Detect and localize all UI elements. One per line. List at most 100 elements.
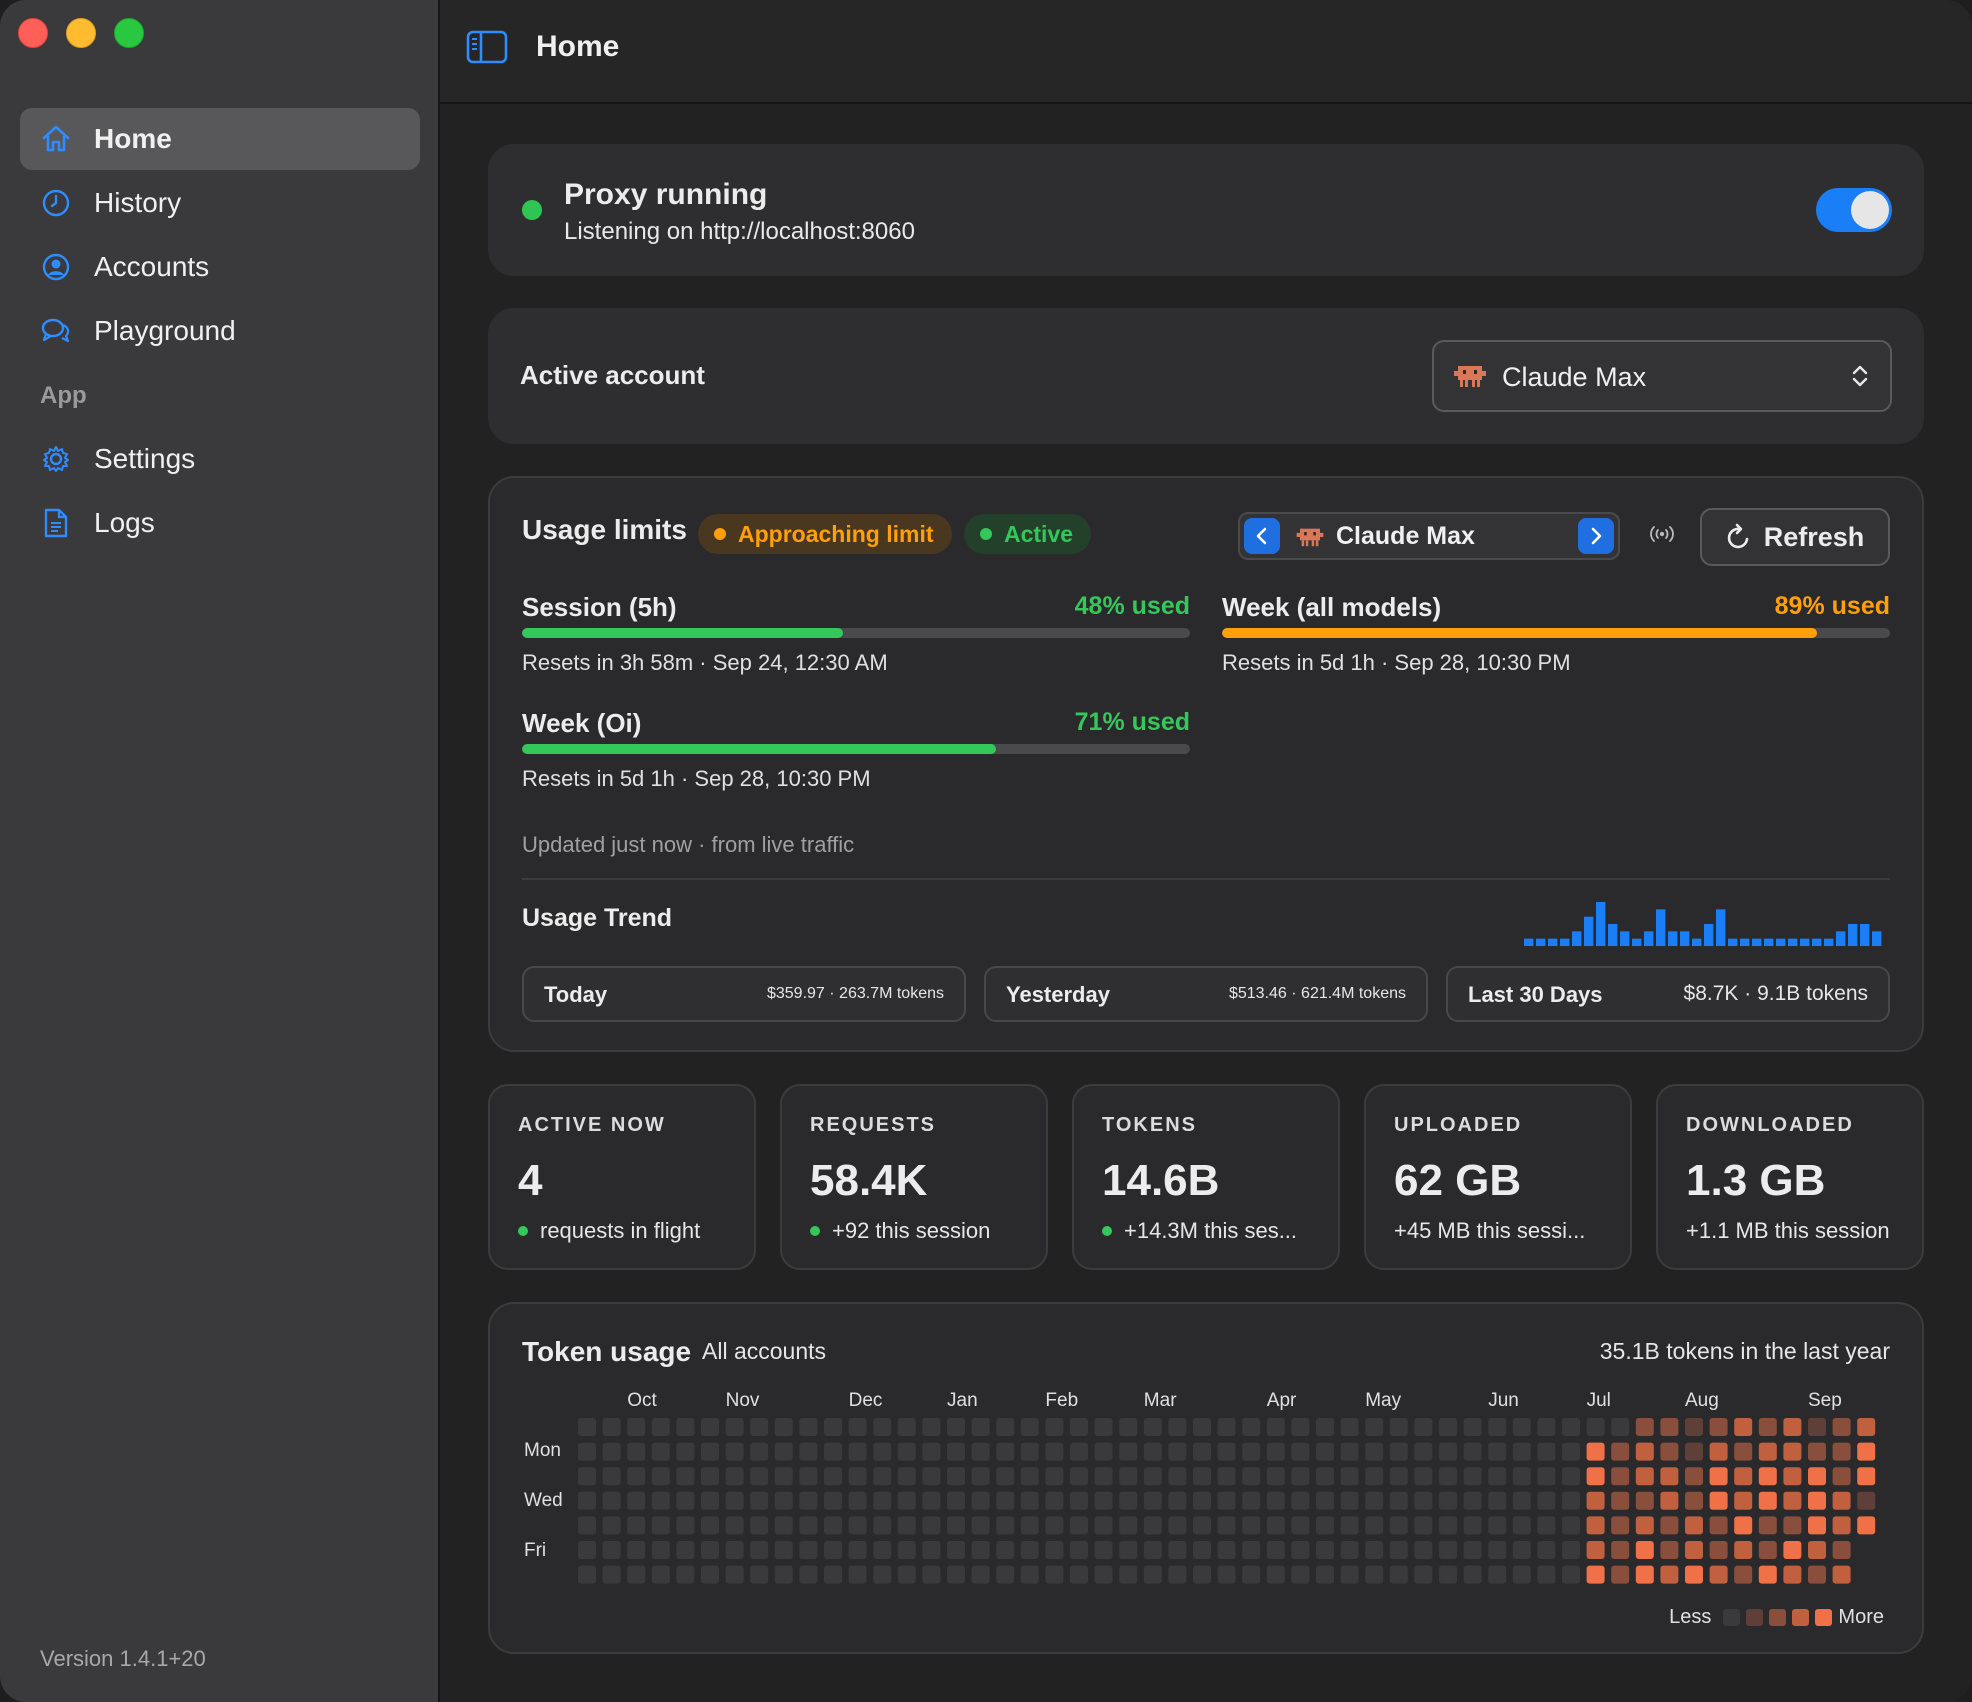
heatmap-cell: [1562, 1442, 1580, 1461]
trend-bar: [1752, 938, 1762, 946]
stat-value: 62 GB: [1394, 1156, 1522, 1205]
active-dot: [980, 528, 992, 540]
day-label-mon: Mon: [524, 1440, 561, 1461]
heatmap-cell: [1389, 1541, 1408, 1559]
month-label: Jul: [1586, 1390, 1611, 1411]
usage-trend-sparkline: [1524, 902, 1882, 946]
trend-bar: [1728, 938, 1738, 946]
heatmap-cell: [1857, 1442, 1876, 1461]
heatmap-cell: [676, 1516, 695, 1535]
month-label: Feb: [1045, 1390, 1079, 1411]
heatmap-cell: [578, 1467, 596, 1486]
heatmap-cell: [774, 1541, 793, 1559]
heatmap-cell: [1340, 1418, 1359, 1436]
trend-bar: [1668, 931, 1678, 946]
heatmap-cell: [1291, 1418, 1310, 1436]
heatmap-cell: [602, 1565, 621, 1584]
minimize-window-button[interactable]: [66, 18, 96, 48]
heatmap-cell: [725, 1565, 744, 1584]
status-dot: [518, 1226, 528, 1236]
heatmap-cell: [1389, 1565, 1408, 1584]
status-dot: [522, 200, 542, 220]
heatmap-cell: [1832, 1418, 1851, 1436]
heatmap-cell: [873, 1491, 892, 1510]
heatmap-cell: [750, 1491, 769, 1510]
heatmap-cell: [701, 1491, 719, 1510]
heatmap-cell: [873, 1467, 892, 1486]
zoom-window-button[interactable]: [114, 18, 144, 48]
heatmap-cell: [1758, 1418, 1777, 1436]
account-select[interactable]: Claude Max: [1432, 340, 1892, 412]
yesterday-summary-pill[interactable]: Yesterday $513.46 · 621.4M tokens: [984, 966, 1428, 1022]
heatmap-cell: [1217, 1418, 1236, 1436]
proxy-listen-address: Listening on http://localhost:8060: [564, 218, 915, 245]
heatmap-cell: [1316, 1418, 1334, 1436]
sidebar-item-playground[interactable]: Playground: [20, 300, 420, 362]
heatmap-cell: [1389, 1418, 1408, 1436]
pill-label: Yesterday: [1006, 982, 1110, 1007]
stat-requests: REQUESTS 58.4K +92 this session: [780, 1084, 1048, 1270]
heatmap-cell: [676, 1467, 695, 1486]
heatmap-cell: [1734, 1491, 1753, 1510]
proxy-toggle[interactable]: [1816, 188, 1892, 232]
updated-status: Updated just now · from live traffic: [522, 832, 855, 857]
sidebar-item-settings[interactable]: Settings: [20, 428, 420, 490]
refresh-button[interactable]: Refresh: [1700, 508, 1890, 566]
trend-bar: [1848, 924, 1858, 946]
stat-subtext: +45 MB this sessi...: [1394, 1218, 1585, 1244]
heatmap-cell: [750, 1516, 769, 1535]
heatmap-cell: [651, 1491, 670, 1510]
next-account-button[interactable]: [1578, 518, 1614, 554]
heatmap-cell: [1512, 1418, 1531, 1436]
chevron-left-icon: [1256, 527, 1267, 545]
sidebar-item-home[interactable]: Home: [20, 108, 420, 170]
heatmap-cell: [1586, 1491, 1605, 1510]
heatmap-legend: Less More: [1663, 1606, 1890, 1629]
heatmap-cell: [1291, 1565, 1310, 1584]
stat-value: 14.6B: [1102, 1156, 1220, 1205]
heatmap-cell: [578, 1565, 596, 1584]
clock-icon: [38, 185, 74, 221]
heatmap-cell: [848, 1442, 867, 1461]
usage-limits-title: Usage limits: [522, 514, 687, 545]
heatmap-cell: [897, 1516, 916, 1535]
usage-trend-title: Usage Trend: [522, 904, 673, 932]
heatmap-cell: [1611, 1565, 1630, 1584]
heatmap-cell: [1832, 1516, 1851, 1535]
warning-dot: [714, 528, 726, 540]
today-summary-pill[interactable]: Today $359.97 · 263.7M tokens: [522, 966, 966, 1022]
heatmap-cell: [1611, 1418, 1630, 1436]
trend-bar: [1704, 924, 1714, 946]
heatmap-cell: [1783, 1565, 1802, 1584]
sidebar-item-logs[interactable]: Logs: [20, 492, 420, 554]
month-label: Jun: [1488, 1390, 1519, 1411]
close-window-button[interactable]: [18, 18, 48, 48]
heatmap-cell: [848, 1516, 867, 1535]
heatmap-cell: [1045, 1491, 1064, 1510]
trend-bar: [1872, 931, 1882, 946]
trend-bar: [1584, 916, 1594, 946]
pill-label: Last 30 Days: [1468, 982, 1603, 1007]
heatmap-cell: [1512, 1516, 1531, 1535]
sidebar-item-accounts[interactable]: Accounts: [20, 236, 420, 298]
meter-percent: 89% used: [1774, 592, 1890, 620]
heatmap-cell: [1734, 1467, 1753, 1486]
heatmap-cell: [799, 1565, 818, 1584]
heatmap-cell: [1217, 1467, 1236, 1486]
sidebar-toggle-icon[interactable]: [466, 30, 508, 69]
heatmap-cell: [1635, 1516, 1654, 1535]
heatmap-cell: [824, 1418, 842, 1436]
heatmap-cell: [1045, 1442, 1064, 1461]
last-30-days-summary-pill[interactable]: Last 30 Days $8.7K · 9.1B tokens: [1446, 966, 1890, 1022]
heatmap-cell: [1512, 1491, 1531, 1510]
heatmap-cell: [578, 1541, 596, 1559]
live-broadcast-icon: [1650, 524, 1674, 549]
heatmap-cell: [750, 1418, 769, 1436]
sidebar-item-history[interactable]: History: [20, 172, 420, 234]
heatmap-cell: [1070, 1516, 1088, 1535]
heatmap-cell: [1660, 1491, 1679, 1510]
heatmap-cell: [1168, 1565, 1187, 1584]
previous-account-button[interactable]: [1244, 518, 1280, 554]
trend-bar: [1536, 938, 1546, 946]
